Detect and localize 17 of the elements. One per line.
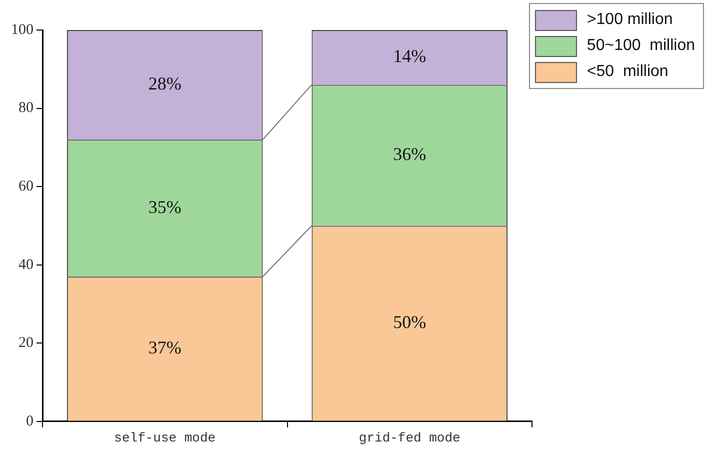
legend-label: >100 million [586, 11, 673, 29]
y-tick-label: 0 [26, 413, 34, 430]
data-label: 28% [148, 74, 182, 94]
x-tick-label: self-use mode [114, 430, 216, 446]
x-tick-label: grid-fed mode [358, 430, 460, 446]
y-tick-label: 80 [18, 100, 34, 116]
y-tick-label: 40 [18, 256, 34, 273]
data-label: 36% [393, 144, 426, 164]
text: <50 million [586, 63, 668, 81]
y-tick-label: 20 [18, 335, 34, 352]
data-label: 14% [393, 46, 426, 66]
data-label: 35% [148, 196, 182, 217]
data-label: 50% [393, 312, 426, 332]
legend-label: 50~100 million [586, 37, 695, 55]
data-label: 37% [148, 337, 182, 358]
y-tick-label: 60 [18, 178, 34, 194]
y-tick-label: 100 [11, 22, 34, 38]
